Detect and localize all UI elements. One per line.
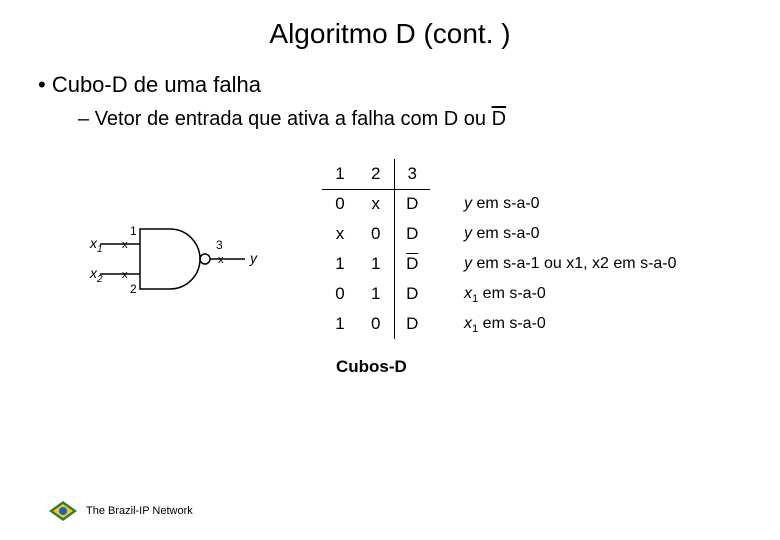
nand-gate-diagram: x1 x2 y 1 2 3 x x x bbox=[90, 209, 270, 309]
table-row: 1 0 D bbox=[322, 309, 430, 339]
content-area: x1 x2 y 1 2 3 x x x 1 2 3 0 bbox=[0, 159, 780, 419]
desc-row: y em s-a-0 bbox=[464, 219, 677, 249]
gate-input1-label: x1 bbox=[89, 235, 103, 255]
cubos-d-label: Cubos-D bbox=[336, 357, 407, 377]
gate-node3: 3 bbox=[216, 238, 223, 252]
table-cell: 0 bbox=[358, 309, 394, 339]
table-cell: 1 bbox=[322, 249, 358, 279]
gate-input2-label: x2 bbox=[89, 265, 103, 285]
table-row: 0 1 D bbox=[322, 279, 430, 309]
table-cell: D bbox=[394, 309, 430, 339]
slide-title: Algoritmo D (cont. ) bbox=[0, 0, 780, 50]
desc-row: x1 em s-a-0 bbox=[464, 309, 677, 339]
gate-node1: 1 bbox=[130, 224, 137, 238]
fault-mark-1: x bbox=[122, 239, 128, 251]
table-header: 1 bbox=[322, 159, 358, 189]
table-cell: D bbox=[394, 249, 430, 279]
table-cell: D bbox=[394, 219, 430, 249]
table-cell: D bbox=[394, 279, 430, 309]
fault-mark-3: x bbox=[218, 254, 224, 266]
desc-row: y em s-a-0 bbox=[464, 189, 677, 219]
table-cell: 0 bbox=[322, 189, 358, 219]
bullet2-text: Vetor de entrada que ativa a falha com D… bbox=[95, 108, 492, 130]
dcube-table: 1 2 3 0 x D x 0 D 1 1 D 0 1 D bbox=[322, 159, 430, 339]
table-cell: 0 bbox=[322, 279, 358, 309]
table-row: 1 1 D bbox=[322, 249, 430, 279]
table-cell: D bbox=[394, 189, 430, 219]
table-cell: x bbox=[358, 189, 394, 219]
table-row: 0 x D bbox=[322, 189, 430, 219]
table-cell: 1 bbox=[358, 249, 394, 279]
bullet-level2: – Vetor de entrada que ativa a falha com… bbox=[78, 108, 780, 131]
bullet1-text: Cubo-D de uma falha bbox=[52, 72, 261, 97]
desc-row: y em s-a-1 ou x1, x2 em s-a-0 bbox=[464, 249, 677, 279]
table-cell: 0 bbox=[358, 219, 394, 249]
gate-output-label: y bbox=[249, 250, 258, 266]
table-header-row: 1 2 3 bbox=[322, 159, 430, 189]
table-cell: x bbox=[322, 219, 358, 249]
brazil-ip-logo-icon bbox=[48, 500, 78, 522]
table-cell: 1 bbox=[322, 309, 358, 339]
desc-row: x1 em s-a-0 bbox=[464, 279, 677, 309]
table-header: 3 bbox=[394, 159, 430, 189]
table-header: 2 bbox=[358, 159, 394, 189]
table-row: x 0 D bbox=[322, 219, 430, 249]
bullet-level1: • Cubo-D de uma falha bbox=[38, 72, 780, 98]
footer: The Brazil-IP Network bbox=[48, 500, 193, 522]
d-bar: D bbox=[492, 108, 506, 131]
gate-node2: 2 bbox=[130, 282, 137, 296]
fault-mark-2: x bbox=[122, 269, 128, 281]
footer-text: The Brazil-IP Network bbox=[86, 505, 193, 517]
description-column: y em s-a-0 y em s-a-0 y em s-a-1 ou x1, … bbox=[464, 189, 677, 339]
table-cell: 1 bbox=[358, 279, 394, 309]
